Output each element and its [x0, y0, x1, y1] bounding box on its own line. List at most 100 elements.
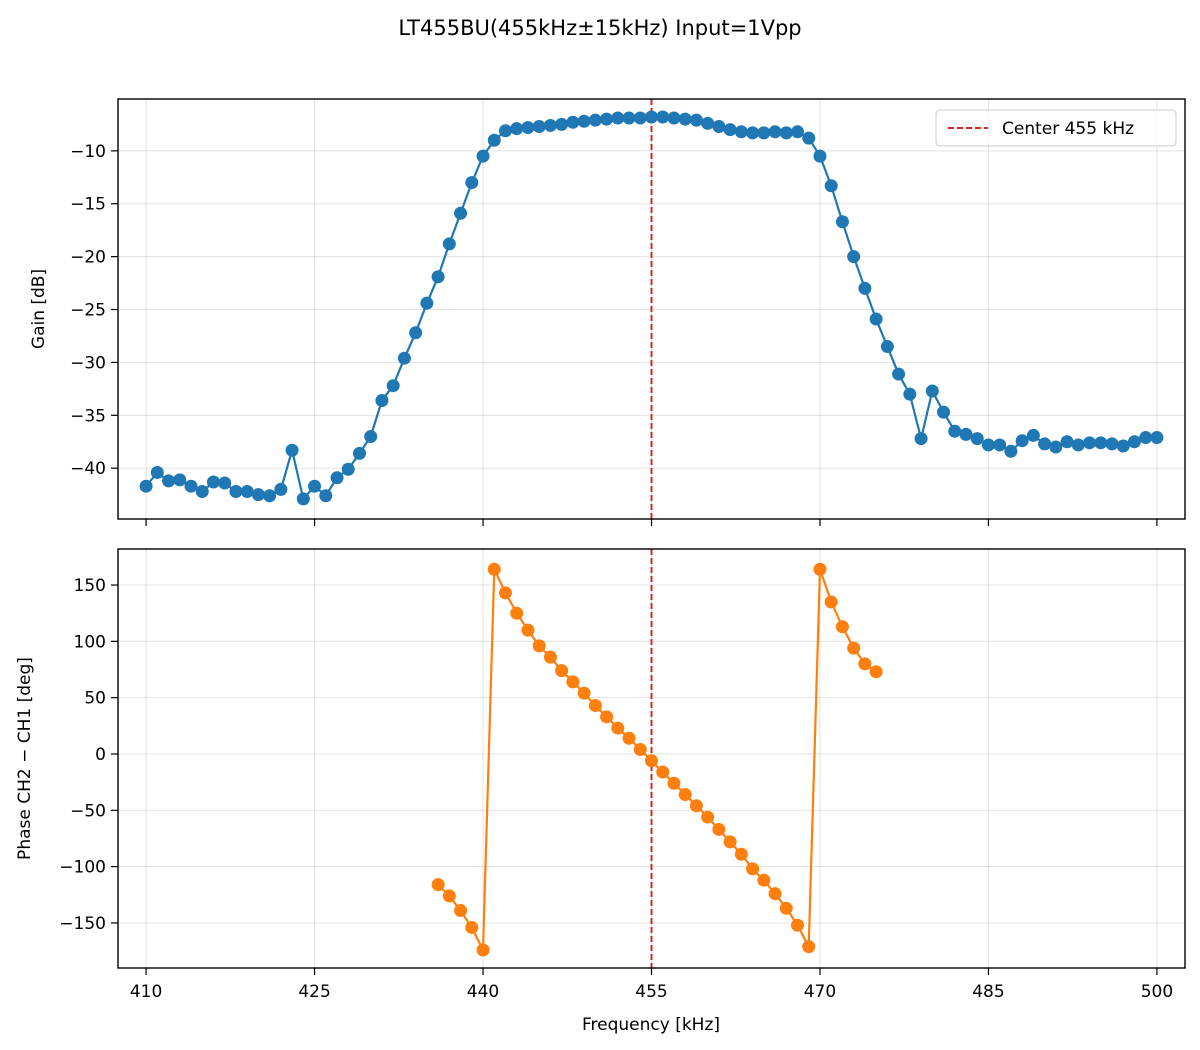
data-point: [858, 657, 872, 671]
chart-title: LT455BU(455kHz±15kHz) Input=1Vpp: [398, 16, 801, 40]
data-point: [386, 379, 400, 393]
data-point: [566, 675, 580, 689]
data-point: [734, 847, 748, 861]
data-point: [880, 340, 894, 354]
data-point: [645, 110, 658, 124]
data-point: [723, 123, 737, 137]
data-point: [285, 443, 299, 457]
data-point: [723, 835, 737, 849]
data-point: [521, 121, 535, 135]
data-point: [487, 133, 501, 147]
data-point: [678, 112, 692, 126]
data-point: [588, 113, 602, 127]
x-tick-label: 440: [467, 982, 499, 1002]
x-axis-label: Frequency [kHz]: [582, 1015, 720, 1035]
data-point: [251, 488, 265, 502]
data-point: [892, 367, 906, 381]
y-tick-label: −150: [59, 914, 106, 934]
data-point: [746, 126, 760, 140]
data-point: [813, 149, 827, 163]
data-point: [1150, 431, 1164, 445]
data-point: [341, 462, 355, 476]
data-point: [1139, 431, 1153, 445]
y-tick-label: −15: [70, 195, 106, 215]
data-point: [543, 118, 557, 132]
data-point: [824, 179, 838, 193]
data-point: [925, 384, 939, 398]
data-point: [1049, 440, 1063, 454]
data-point: [218, 476, 232, 490]
data-point: [1094, 436, 1108, 450]
data-point: [791, 125, 805, 139]
data-point: [813, 562, 827, 576]
data-point: [577, 686, 591, 700]
data-point: [633, 742, 647, 756]
data-point: [420, 296, 434, 310]
data-point: [611, 721, 625, 735]
data-point: [555, 117, 569, 131]
data-point: [869, 665, 883, 679]
data-point: [476, 943, 490, 957]
data-point: [206, 475, 220, 489]
data-point: [847, 250, 861, 264]
data-point: [847, 641, 861, 655]
data-point: [454, 904, 468, 918]
data-point: [375, 394, 389, 408]
x-tick-label: 485: [972, 982, 1004, 1002]
data-point: [263, 489, 277, 503]
x-tick-label: 425: [298, 982, 330, 1002]
data-point: [1127, 435, 1141, 449]
data-point: [993, 438, 1007, 452]
data-point: [555, 664, 569, 678]
data-point: [600, 112, 614, 126]
data-point: [622, 111, 636, 125]
data-point: [1038, 437, 1052, 451]
data-point: [532, 120, 546, 134]
data-point: [701, 116, 715, 130]
data-point: [622, 731, 636, 745]
y-tick-label: 150: [74, 576, 106, 596]
phase-panel: 410 425 440 455 470 485 500 150100500−50−100−1…: [15, 548, 1186, 1002]
data-point: [1083, 436, 1097, 450]
data-point: [173, 473, 187, 487]
data-point: [442, 237, 456, 251]
data-point: [959, 427, 973, 441]
data-point: [397, 351, 411, 365]
data-point: [240, 484, 254, 498]
series-line: [437, 568, 877, 951]
x-tick-label: 455: [635, 982, 667, 1002]
data-point: [600, 710, 614, 724]
data-point: [914, 432, 928, 446]
data-point: [1105, 437, 1119, 451]
data-point: [150, 465, 164, 479]
data-point: [162, 474, 176, 488]
data-point: [465, 176, 479, 190]
data-point: [476, 149, 490, 163]
y-tick-label: 50: [84, 689, 106, 709]
data-point: [498, 586, 512, 600]
data-point: [465, 920, 479, 934]
data-point: [858, 281, 872, 295]
data-point: [352, 446, 366, 460]
data-point: [442, 889, 456, 903]
data-point: [656, 110, 670, 124]
data-point: [330, 471, 344, 485]
data-point: [431, 878, 445, 892]
y-tick-label: −30: [70, 353, 106, 373]
legend: Center 455 kHz: [935, 109, 1177, 147]
x-tick-label: 410: [130, 982, 162, 1002]
data-point: [543, 650, 557, 664]
x-tick-label: 500: [1141, 982, 1173, 1002]
data-point: [970, 432, 984, 446]
data-point: [701, 810, 715, 824]
data-point: [566, 115, 580, 129]
data-point: [757, 126, 771, 140]
data-point: [869, 312, 883, 326]
data-point: [611, 111, 625, 125]
legend-center-label: Center 455 kHz: [1002, 119, 1134, 139]
data-point: [364, 429, 378, 443]
y-tick-label: −50: [70, 801, 106, 821]
data-point: [712, 120, 726, 134]
data-point: [835, 215, 849, 229]
